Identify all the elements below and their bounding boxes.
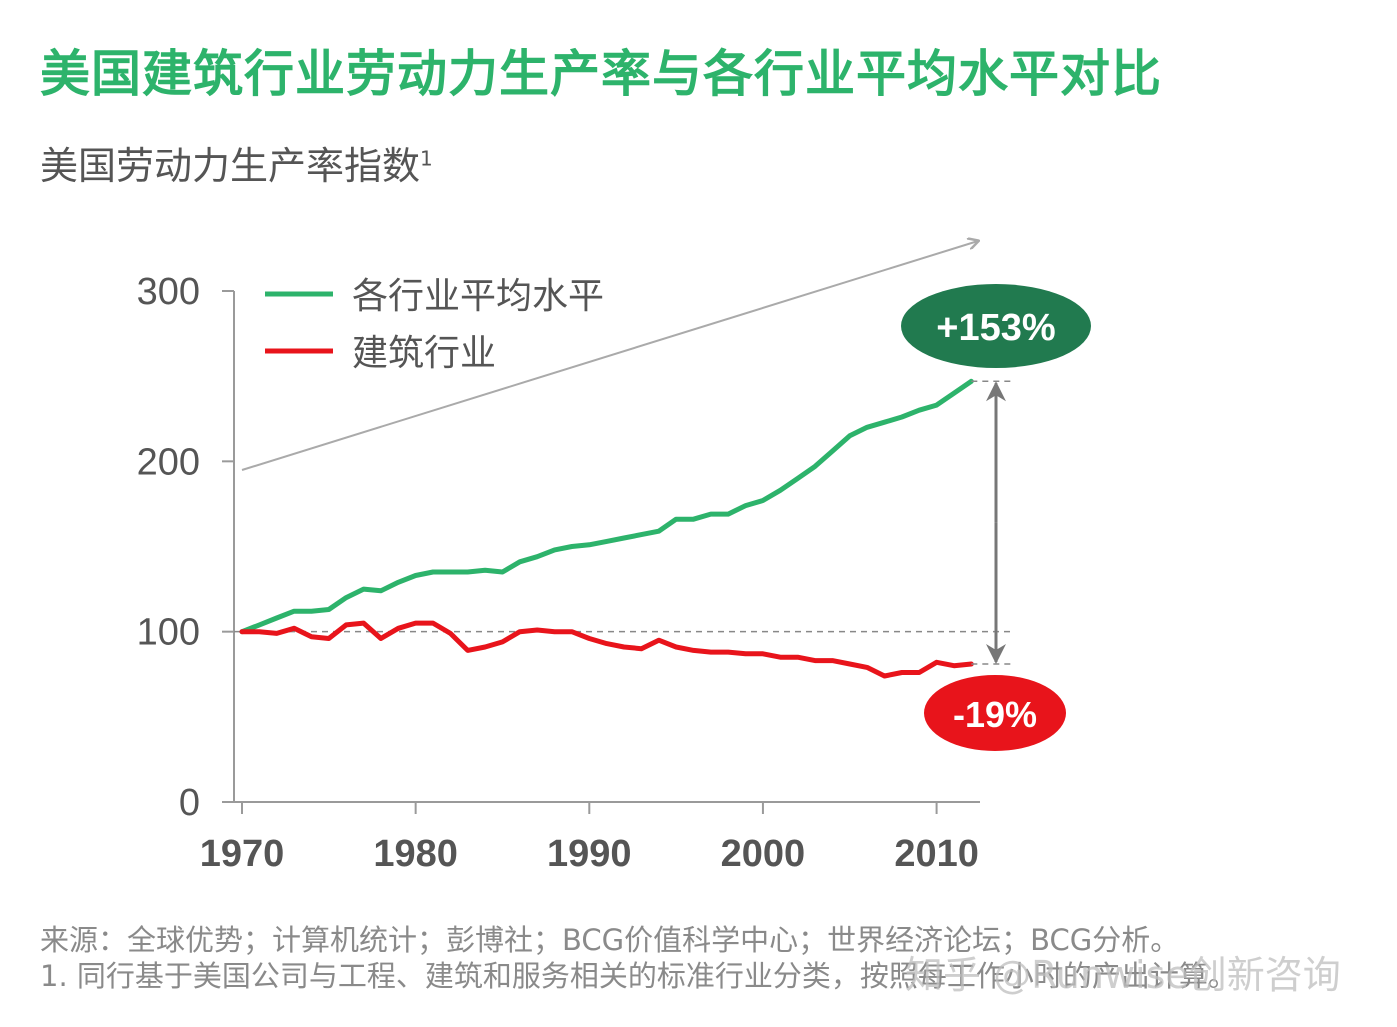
- series-line-construction: [239, 620, 974, 679]
- legend-label-construction: 建筑行业: [352, 333, 496, 374]
- x-tick-label: 1970: [200, 833, 285, 875]
- x-tick-label: 1990: [547, 833, 632, 875]
- y-tick-label: 300: [137, 271, 200, 313]
- source-note: 来源：全球优势；计算机统计；彭博社；BCG价值科学中心；世界经济论坛；BCG分析…: [40, 923, 1180, 957]
- badge-average-label: +153%: [936, 307, 1055, 349]
- badge-construction-bg: [924, 675, 1066, 751]
- x-tick-label: 1980: [373, 833, 458, 875]
- y-tick-label: 100: [137, 612, 200, 654]
- watermark: 知乎 @Runwise创新咨询: [905, 953, 1341, 997]
- y-tick-label: 200: [137, 441, 200, 483]
- x-tick-label: 2010: [894, 833, 979, 875]
- series-line-average: [239, 378, 974, 635]
- legend-label-average: 各行业平均水平: [352, 276, 604, 317]
- subtitle-text: 美国劳动力生产率指数: [40, 144, 421, 188]
- chart-subtitle: 美国劳动力生产率指数1: [40, 135, 433, 190]
- badge-construction-label: -19%: [953, 694, 1037, 735]
- trend-arrow: [241, 241, 978, 471]
- y-tick-label: 0: [179, 782, 200, 824]
- chart-title: 美国建筑行业劳动力生产率与各行业平均水平对比: [40, 45, 1162, 103]
- x-tick-label: 2000: [721, 833, 806, 875]
- badge-average-bg: [901, 284, 1091, 368]
- footnote: 1. 同行基于美国公司与工程、建筑和服务相关的标准行业分类，按照每工作小时的产出…: [40, 959, 1237, 993]
- subtitle-footnote-mark: 1: [420, 146, 433, 171]
